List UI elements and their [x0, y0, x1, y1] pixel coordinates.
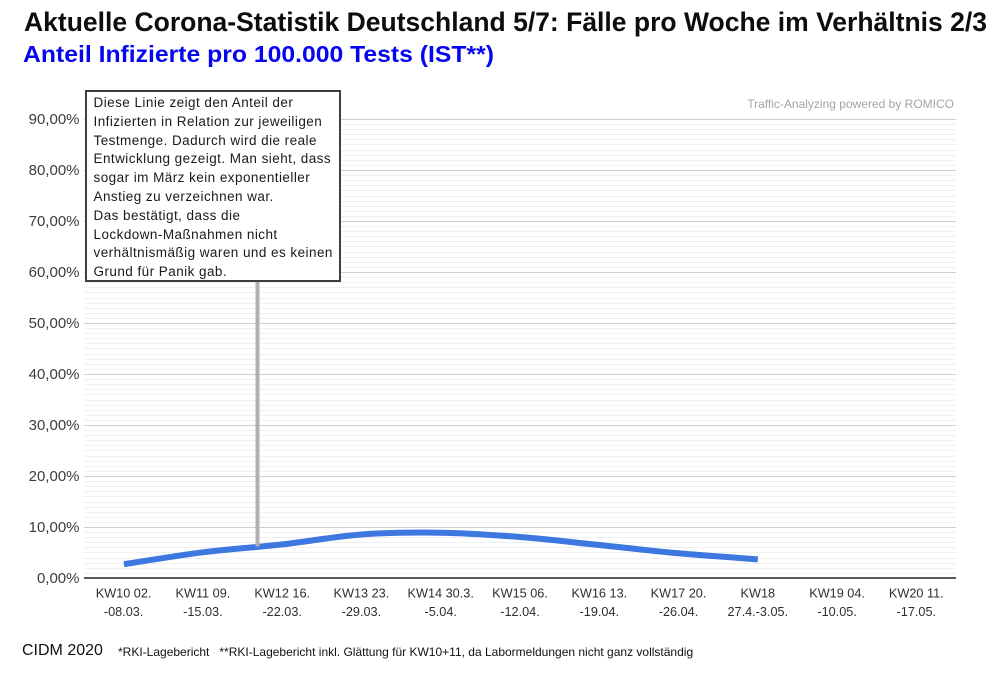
svg-text:27.4.-3.05.: 27.4.-3.05. — [727, 605, 788, 619]
svg-text:KW19 04.: KW19 04. — [809, 587, 865, 601]
svg-text:30,00%: 30,00% — [29, 417, 80, 434]
svg-text:KW10 02.: KW10 02. — [96, 587, 152, 601]
svg-text:70,00%: 70,00% — [29, 213, 80, 230]
svg-text:0,00%: 0,00% — [37, 570, 80, 587]
svg-text:KW15 06.: KW15 06. — [492, 587, 548, 601]
svg-text:-08.03.: -08.03. — [104, 605, 144, 619]
svg-text:50,00%: 50,00% — [29, 315, 80, 332]
svg-text:-10.05.: -10.05. — [817, 605, 857, 619]
svg-text:90,00%: 90,00% — [29, 111, 80, 128]
svg-text:-5.04.: -5.04. — [424, 605, 456, 619]
svg-text:KW11 09.: KW11 09. — [176, 587, 231, 601]
svg-text:-22.03.: -22.03. — [262, 605, 302, 619]
svg-text:KW18: KW18 — [741, 587, 776, 601]
svg-text:-17.05.: -17.05. — [897, 605, 937, 619]
svg-text:-26.04.: -26.04. — [659, 605, 699, 619]
svg-text:10,00%: 10,00% — [29, 519, 80, 536]
svg-text:20,00%: 20,00% — [29, 468, 80, 485]
svg-text:40,00%: 40,00% — [29, 366, 80, 383]
svg-text:KW16 13.: KW16 13. — [571, 587, 627, 601]
svg-text:KW14 30.3.: KW14 30.3. — [408, 587, 474, 601]
svg-text:-15.03.: -15.03. — [183, 605, 223, 619]
svg-text:KW20 11.: KW20 11. — [889, 587, 944, 601]
svg-text:KW17 20.: KW17 20. — [651, 587, 707, 601]
svg-text:-12.04.: -12.04. — [500, 605, 540, 619]
svg-text:80,00%: 80,00% — [29, 162, 80, 179]
svg-text:-19.04.: -19.04. — [580, 605, 620, 619]
svg-text:-29.03.: -29.03. — [342, 605, 382, 619]
svg-text:KW12 16.: KW12 16. — [254, 587, 310, 601]
svg-text:60,00%: 60,00% — [29, 264, 80, 281]
svg-text:KW13 23.: KW13 23. — [334, 587, 390, 601]
